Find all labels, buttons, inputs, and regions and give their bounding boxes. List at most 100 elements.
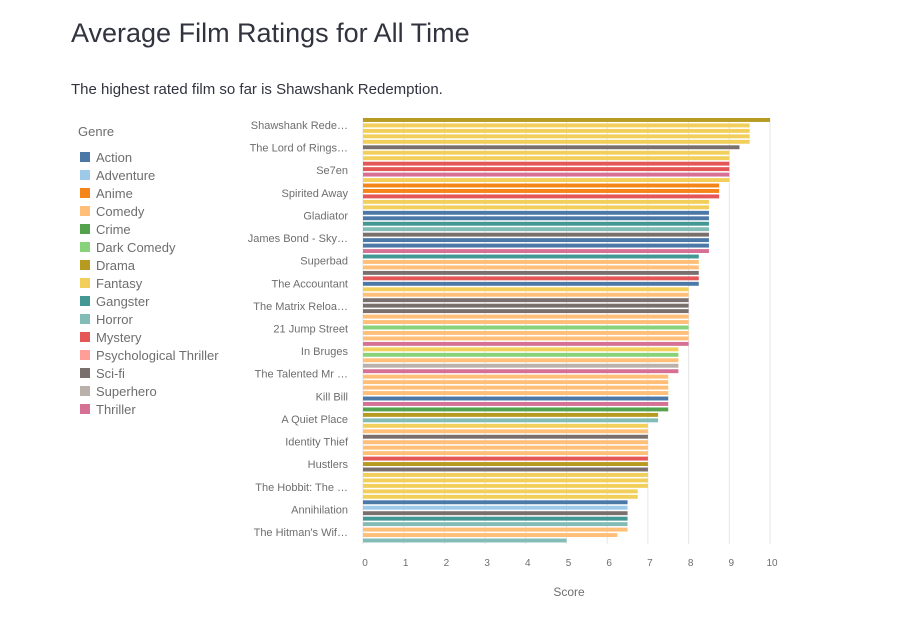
legend-label: Gangster [96, 294, 150, 309]
bar[interactable] [363, 303, 689, 308]
bar[interactable] [363, 167, 730, 172]
bar[interactable] [363, 139, 750, 144]
bar[interactable] [363, 402, 669, 406]
bar[interactable] [363, 183, 720, 188]
legend-item[interactable]: Gangster [80, 294, 150, 309]
bar[interactable] [363, 292, 689, 297]
bar[interactable] [363, 369, 679, 374]
legend-item[interactable]: Superhero [80, 384, 157, 399]
bar[interactable] [363, 199, 709, 204]
bar[interactable] [363, 178, 730, 183]
bar[interactable] [363, 456, 648, 461]
bar[interactable] [363, 320, 689, 325]
legend-item[interactable]: Horror [80, 312, 134, 327]
bar[interactable] [363, 516, 628, 521]
bar[interactable] [363, 538, 567, 543]
bar[interactable] [363, 189, 720, 193]
bar[interactable] [363, 238, 709, 243]
bar[interactable] [363, 467, 648, 472]
category-labels: Shawshank Rede… The Lord of Rings… Se7en Sp… [248, 120, 349, 539]
bar[interactable] [363, 527, 628, 532]
legend-item[interactable]: Psychological Thriller [80, 348, 219, 363]
bar[interactable] [363, 325, 689, 330]
bar[interactable] [363, 210, 709, 215]
x-tick-label: 2 [444, 558, 450, 569]
bar[interactable] [363, 314, 689, 319]
bar[interactable] [363, 505, 628, 510]
bar[interactable] [363, 380, 669, 385]
bar[interactable] [363, 363, 679, 368]
bar[interactable] [363, 298, 689, 303]
bar[interactable] [363, 385, 669, 390]
bar[interactable] [363, 533, 618, 538]
legend-label: Anime [96, 186, 133, 201]
bar[interactable] [363, 478, 648, 483]
bar[interactable] [363, 341, 689, 346]
bar[interactable] [363, 440, 648, 445]
bar[interactable] [363, 500, 628, 505]
bar[interactable] [363, 276, 699, 281]
bar[interactable] [363, 445, 648, 450]
bar[interactable] [363, 260, 699, 264]
bar[interactable] [363, 172, 730, 177]
bar[interactable] [363, 194, 720, 199]
bar[interactable] [363, 145, 740, 150]
bar[interactable] [363, 451, 648, 456]
legend-item[interactable]: Sci-fi [80, 366, 125, 381]
legend-item[interactable]: Dark Comedy [80, 240, 176, 255]
bar[interactable] [363, 254, 699, 259]
bar[interactable] [363, 205, 709, 210]
bar[interactable] [363, 331, 689, 335]
bar[interactable] [363, 128, 750, 133]
bar[interactable] [363, 429, 648, 434]
bar[interactable] [363, 281, 699, 286]
bar[interactable] [363, 216, 709, 221]
bar[interactable] [363, 418, 659, 423]
bar[interactable] [363, 396, 669, 401]
bar[interactable] [363, 462, 648, 467]
x-tick-label: 1 [403, 558, 409, 569]
legend-item[interactable]: Comedy [80, 204, 145, 219]
bar[interactable] [363, 227, 709, 232]
legend-item[interactable]: Adventure [80, 168, 155, 183]
bar[interactable] [363, 161, 730, 166]
legend[interactable]: Genre Action Adventure Anime Comedy Crime Dar… [78, 124, 219, 417]
bar[interactable] [363, 249, 709, 254]
bar[interactable] [363, 336, 689, 341]
bar[interactable] [363, 473, 648, 477]
bar[interactable] [363, 407, 669, 412]
bar[interactable] [363, 412, 659, 417]
bar[interactable] [363, 434, 648, 439]
legend-item[interactable]: Thriller [80, 402, 136, 417]
bar[interactable] [363, 423, 648, 428]
legend-item[interactable]: Action [80, 150, 132, 165]
bar[interactable] [363, 358, 679, 363]
legend-item[interactable]: Crime [80, 222, 131, 237]
bar[interactable] [363, 522, 628, 527]
bar[interactable] [363, 374, 669, 379]
category-label: Kill Bill [316, 391, 348, 403]
bar[interactable] [363, 511, 628, 516]
bar[interactable] [363, 494, 638, 499]
bar[interactable] [363, 270, 699, 275]
bar[interactable] [363, 118, 770, 122]
bar[interactable] [363, 352, 679, 357]
bar[interactable] [363, 156, 730, 161]
bar[interactable] [363, 232, 709, 237]
bar[interactable] [363, 287, 689, 292]
bar[interactable] [363, 489, 638, 494]
bar[interactable] [363, 483, 648, 488]
legend-item[interactable]: Fantasy [80, 276, 143, 291]
bar[interactable] [363, 221, 709, 226]
bar[interactable] [363, 309, 689, 314]
bar[interactable] [363, 243, 709, 248]
bar[interactable] [363, 134, 750, 139]
bar[interactable] [363, 123, 750, 128]
legend-item[interactable]: Anime [80, 186, 133, 201]
bar[interactable] [363, 265, 699, 270]
legend-item[interactable]: Mystery [80, 330, 142, 345]
bar[interactable] [363, 347, 679, 352]
bar[interactable] [363, 150, 730, 155]
legend-item[interactable]: Drama [80, 258, 136, 273]
bar[interactable] [363, 391, 669, 396]
